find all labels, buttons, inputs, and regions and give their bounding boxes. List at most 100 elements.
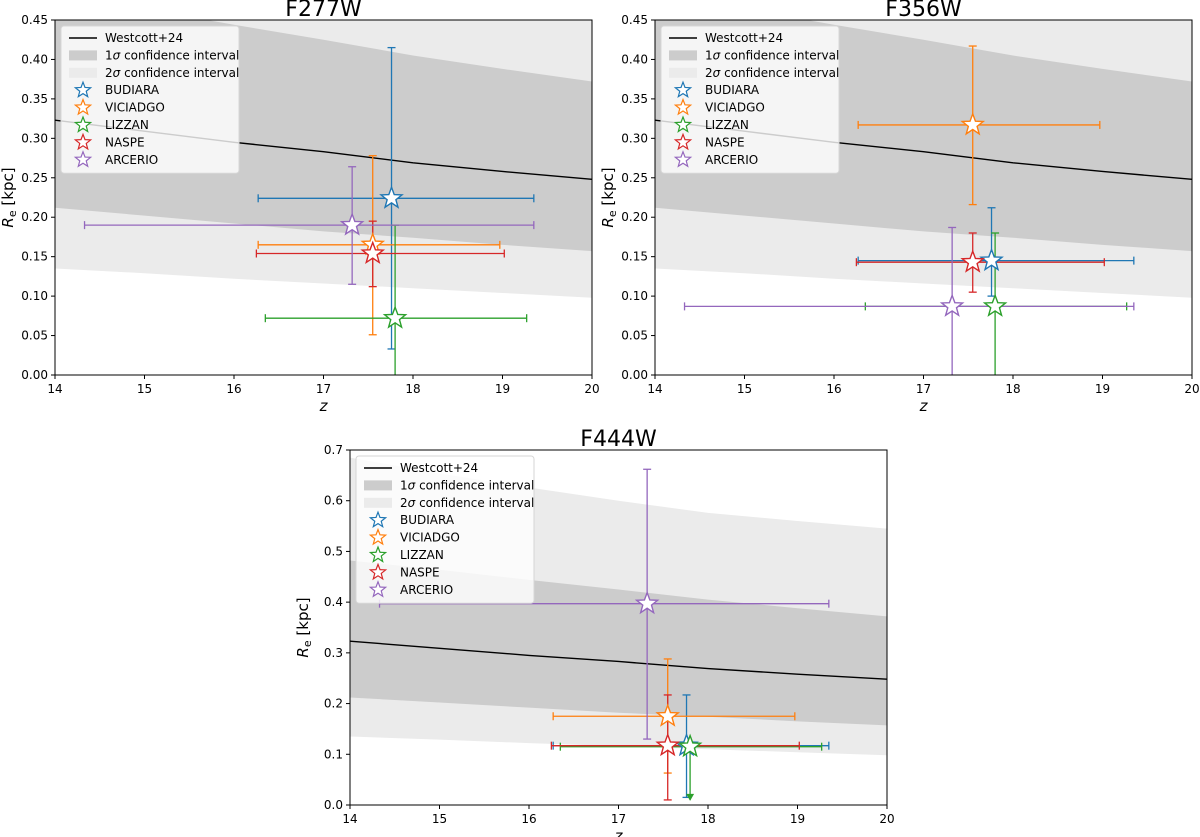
y-axis-label: Re [kpc]: [0, 167, 19, 227]
x-tick-label: 17: [611, 812, 626, 826]
x-tick-label: 14: [342, 812, 357, 826]
legend-entry-label: LIZZAN: [105, 118, 149, 132]
panel-f356w: 14 15 16 17 18 19 20 0.00 0.05 0.10 0.15 0.20 0.25 0.…: [599, 0, 1200, 415]
y-tick-label: 0.10: [621, 289, 648, 303]
x-tick-label: 16: [826, 382, 841, 396]
legend-swatch-band: [69, 67, 97, 78]
x-tick-label: 19: [495, 382, 510, 396]
legend-entry-label: ARCERIO: [705, 153, 758, 167]
y-tick-label: 0.45: [21, 13, 48, 27]
y-tick-label: 0.3: [324, 646, 343, 660]
legend-swatch-star: [673, 97, 693, 116]
x-tick-label: 18: [700, 812, 715, 826]
y-tick-label: 0.0: [324, 798, 343, 812]
model-line: [350, 640, 887, 680]
legend-swatch-star: [73, 115, 93, 133]
panel-f277w: 14 15 16 17 18 19 20 0.00 0.05 0.10 0.15 0.20 0.25 0.…: [0, 0, 600, 415]
x-tick-label: 16: [521, 812, 536, 826]
y-tick-label: 0.45: [621, 13, 648, 27]
y-tick-label: 0.6: [324, 494, 343, 508]
legend-entry-label: ARCERIO: [105, 153, 158, 167]
point-viciadgo: [655, 703, 681, 727]
legend-entry-label: 2σ confidence interval: [105, 66, 239, 80]
x-tick-label: 14: [47, 382, 62, 396]
y-tick-label: 0.00: [21, 368, 48, 382]
legend-swatch-star: [673, 150, 693, 168]
point-budiara: [979, 247, 1004, 272]
x-tick-label: 17: [916, 382, 931, 396]
point-arcerio: [634, 590, 660, 615]
legend: Westcott+24 1σ confidence interval 2σ conf…: [355, 455, 535, 604]
y-tick-label: 0.30: [621, 131, 648, 145]
legend-entry-label: 1σ confidence interval: [400, 478, 534, 492]
x-tick-label: 14: [647, 382, 662, 396]
legend-entry-label: LIZZAN: [400, 548, 444, 562]
legend-entry-label: 2σ confidence interval: [705, 66, 839, 80]
y-tick-label: 0.10: [21, 289, 48, 303]
legend-entry-label: NASPE: [105, 135, 145, 149]
x-axis-label: z: [614, 827, 624, 837]
legend-entry-label: 1σ confidence interval: [105, 48, 239, 62]
legend-entry-label: BUDIARA: [705, 83, 760, 97]
y-axis-label: Re [kpc]: [294, 597, 314, 657]
legend-entry-label: Westcott+24: [705, 31, 783, 45]
legend: Westcott+24 1σ confidence interval 2σ conf…: [60, 25, 240, 174]
x-tick-label: 20: [584, 382, 599, 396]
y-tick-label: 0.05: [621, 329, 648, 343]
y-tick-label: 0.4: [324, 595, 343, 609]
y-tick-label: 0.40: [621, 52, 648, 66]
legend-entry-label: NASPE: [400, 565, 440, 579]
legend-entry-label: 1σ confidence interval: [705, 48, 839, 62]
x-tick-label: 15: [737, 382, 752, 396]
legend-swatch-star: [673, 132, 693, 151]
y-tick-label: 0.05: [21, 329, 48, 343]
x-tick-label: 18: [405, 382, 420, 396]
point-lizzan: [677, 733, 703, 758]
x-tick-label: 15: [137, 382, 152, 396]
legend-swatch-star: [73, 97, 93, 116]
legend-entry-label: LIZZAN: [705, 118, 749, 132]
point-naspe: [960, 249, 986, 273]
panel-title: F277W: [285, 0, 362, 22]
legend-swatch-band: [364, 497, 392, 508]
legend-swatch-band: [669, 50, 697, 61]
x-tick-label: 20: [1184, 382, 1199, 396]
legend-swatch-star: [673, 115, 693, 133]
errorbar-naspe: [855, 232, 1105, 293]
point-lizzan: [982, 293, 1008, 317]
y-tick-label: 0.00: [621, 368, 648, 382]
legend-entry-label: VICIADGO: [705, 101, 765, 115]
panel-f444w: 14 15 16 17 18 19 20 0.0 0.1 0.2 0.3 0.4 0.5 0.6 0.7 F4…: [294, 427, 895, 837]
legend-swatch-star: [368, 510, 388, 529]
legend-entry-label: Westcott+24: [400, 461, 478, 475]
x-axis-label: z: [919, 397, 929, 415]
y-tick-label: 0.5: [324, 544, 343, 558]
point-naspe: [655, 732, 681, 757]
legend-entry-label: ARCERIO: [400, 583, 453, 597]
legend-swatch-star: [368, 562, 388, 581]
x-tick-label: 17: [316, 382, 331, 396]
y-axis-label: Re [kpc]: [599, 167, 619, 227]
y-tick-label: 0.1: [324, 747, 343, 761]
y-tick-label: 0.35: [21, 92, 48, 106]
y-tick-label: 0.20: [21, 210, 48, 224]
legend-entry-label: BUDIARA: [400, 513, 455, 527]
point-arcerio: [339, 212, 365, 236]
y-tick-label: 0.2: [324, 697, 343, 711]
y-tick-label: 0.7: [324, 443, 343, 457]
legend-entry-label: Westcott+24: [105, 31, 183, 45]
legend-entry-label: BUDIARA: [105, 83, 160, 97]
panel-title: F444W: [580, 427, 657, 452]
y-tick-label: 0.15: [21, 250, 48, 264]
point-arcerio: [939, 293, 965, 317]
legend-entry-label: VICIADGO: [105, 101, 165, 115]
point-lizzan: [382, 305, 408, 329]
x-tick-label: 15: [432, 812, 447, 826]
x-tick-label: 20: [879, 812, 894, 826]
x-tick-label: 19: [1095, 382, 1110, 396]
y-tick-label: 0.40: [21, 52, 48, 66]
point-budiara: [379, 185, 404, 209]
panel-title: F356W: [885, 0, 962, 22]
legend-swatch-band: [669, 67, 697, 78]
